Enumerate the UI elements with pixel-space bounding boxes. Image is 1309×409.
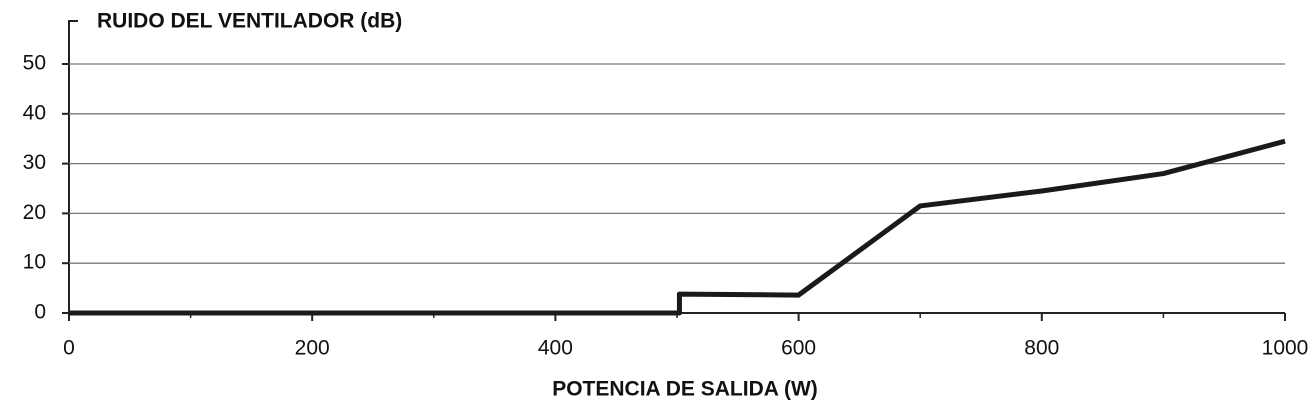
y-tick-label: 10 bbox=[23, 251, 46, 274]
y-axis-title: RUIDO DEL VENTILADOR (dB) bbox=[97, 10, 402, 33]
y-tick-label: 50 bbox=[23, 52, 46, 75]
y-tick-label: 40 bbox=[23, 101, 46, 124]
x-tick-label: 1000 bbox=[1262, 337, 1309, 360]
y-tick-label: 0 bbox=[34, 301, 46, 324]
x-tick-label: 200 bbox=[295, 337, 330, 360]
x-axis-title: POTENCIA DE SALIDA (W) bbox=[552, 378, 818, 401]
data-line bbox=[69, 138, 1286, 316]
x-tick-label: 600 bbox=[781, 337, 816, 360]
x-tick-label: 400 bbox=[538, 337, 573, 360]
x-tick-label: 0 bbox=[63, 337, 75, 360]
x-tick-label: 800 bbox=[1024, 337, 1059, 360]
y-tick-label: 20 bbox=[23, 201, 46, 224]
y-tick-label: 30 bbox=[23, 151, 46, 174]
